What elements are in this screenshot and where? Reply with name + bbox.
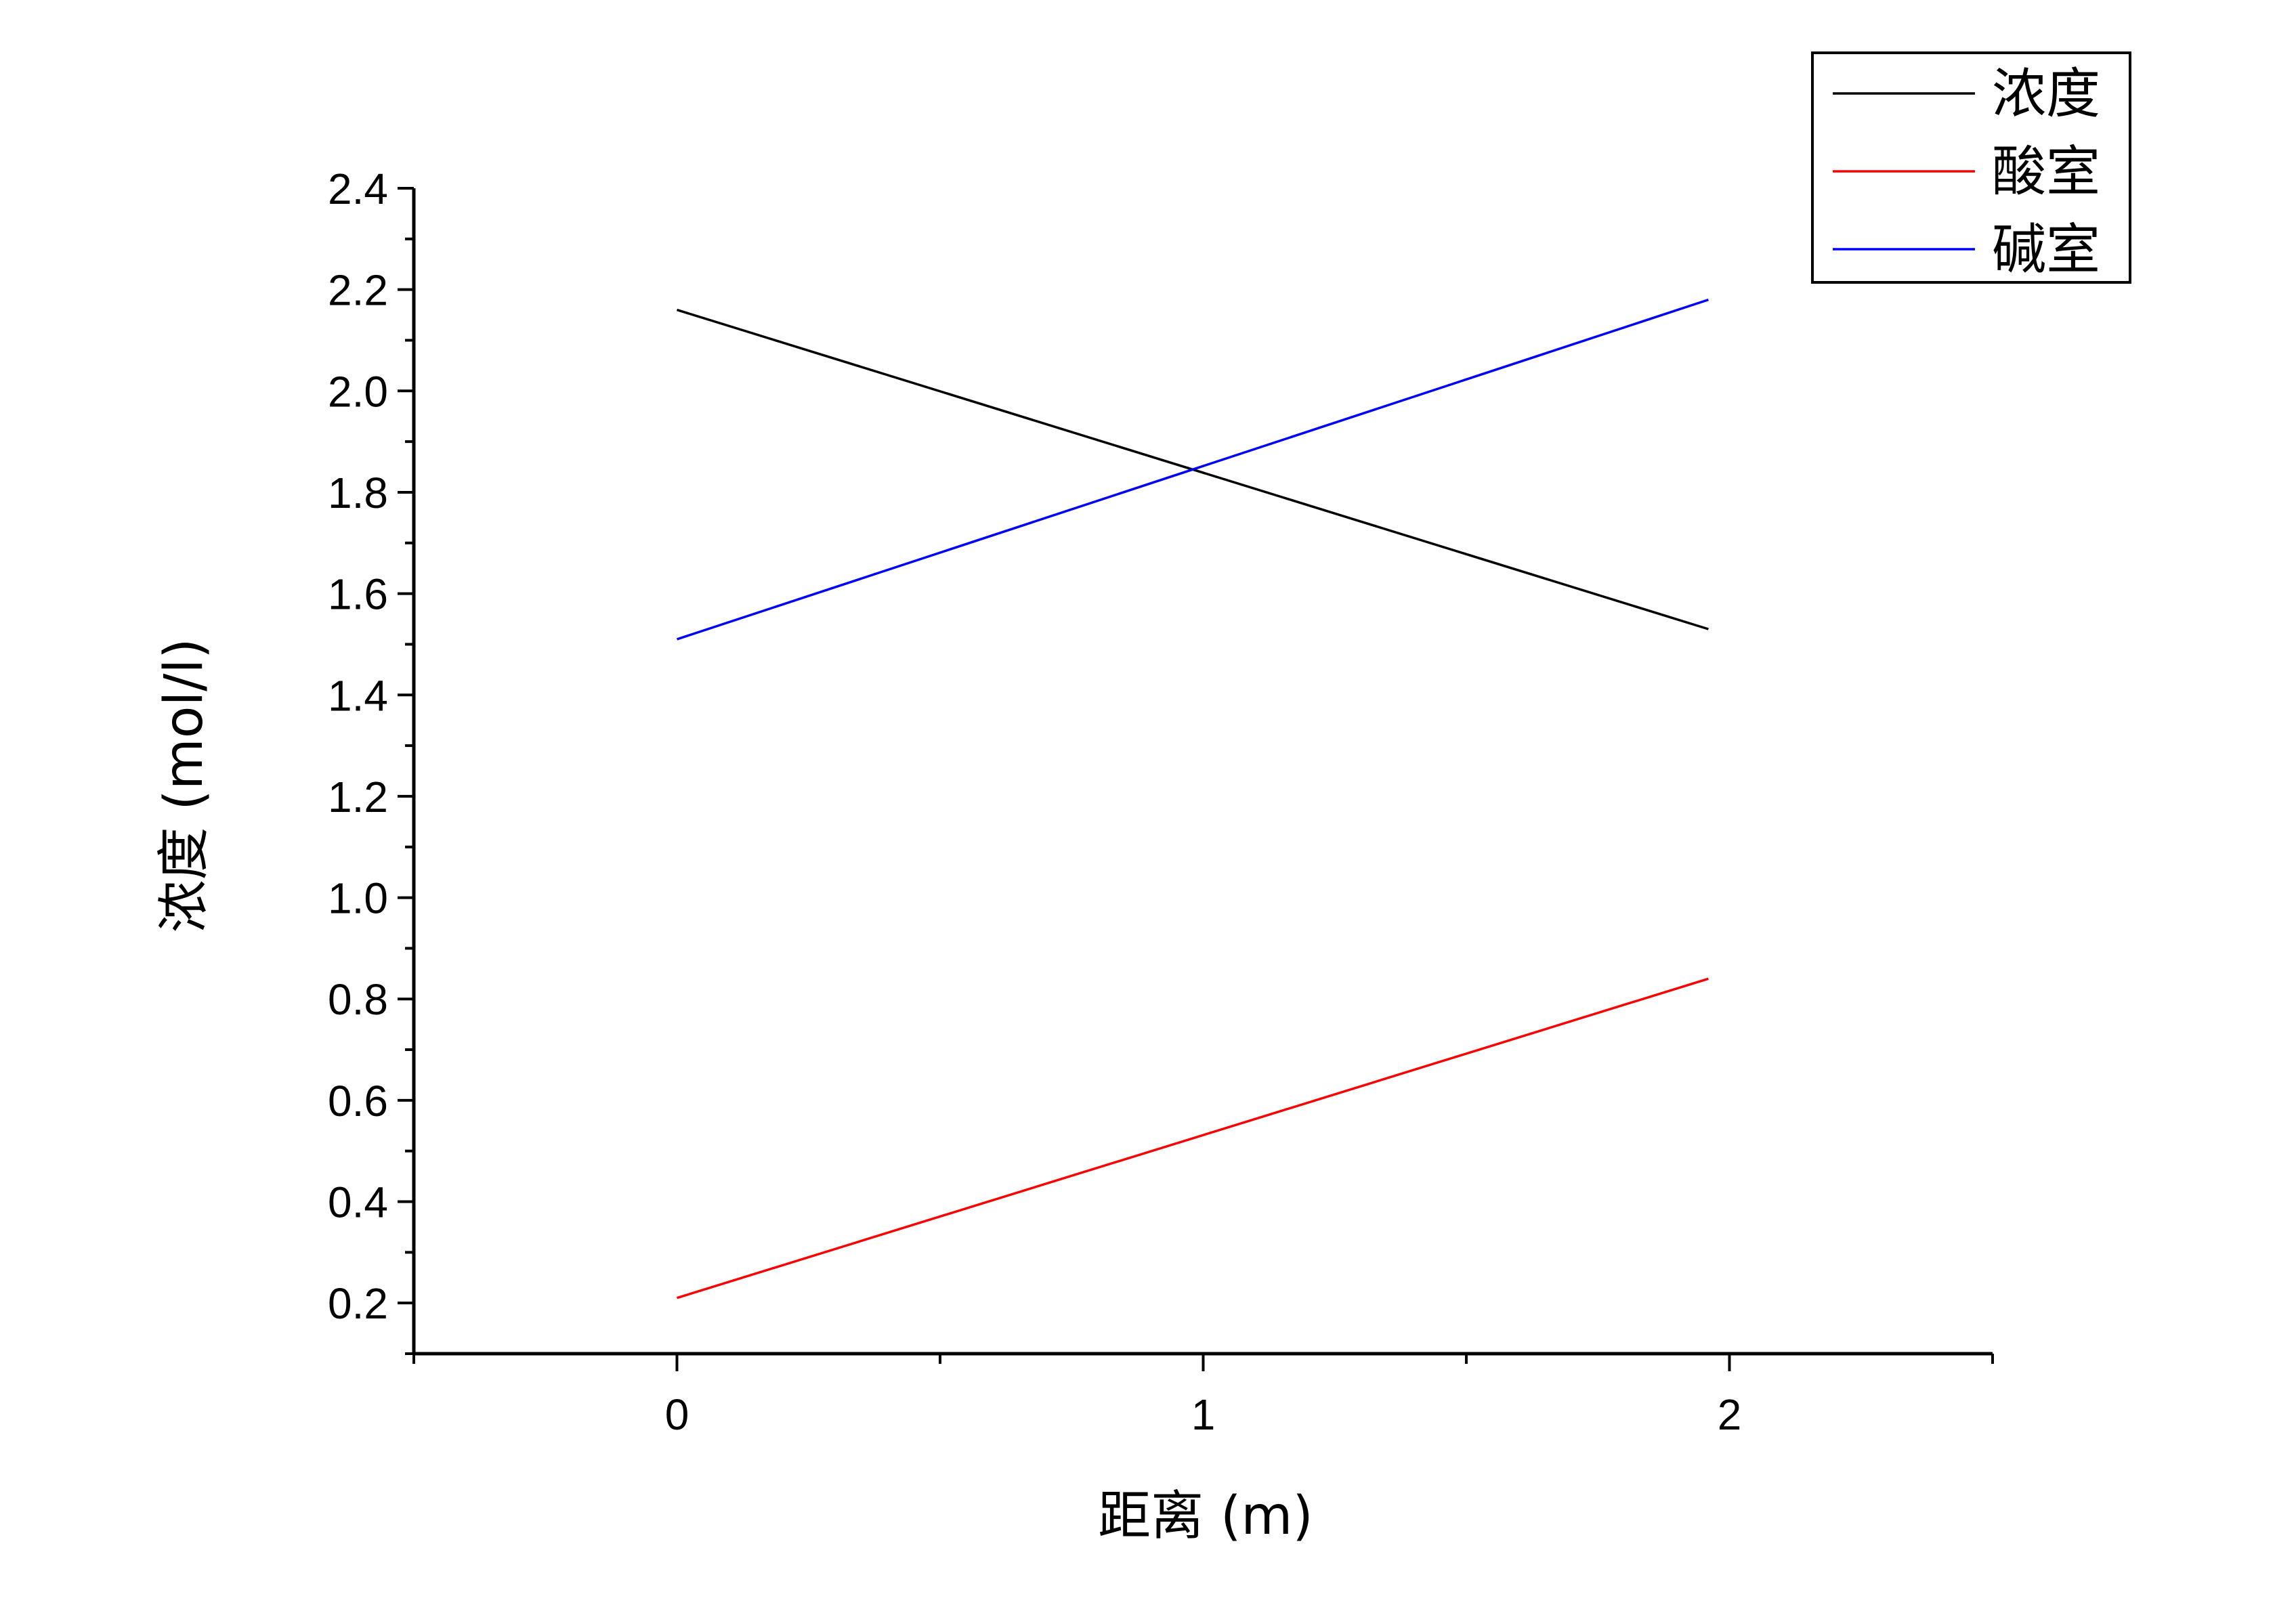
y-tick-label: 1.6 (328, 570, 388, 619)
series-line-2 (676, 977, 1709, 1299)
y-tick-label: 2.2 (328, 266, 388, 315)
y-tick-label: 2.4 (328, 165, 388, 213)
y-tick-label: 1.0 (328, 874, 388, 923)
series-layer (676, 298, 1709, 1299)
y-tick-label: 0.6 (328, 1077, 388, 1125)
y-axis-title: 浓度 (mol/l) (154, 639, 215, 933)
y-tick-label: 2.0 (328, 367, 388, 416)
x-tick-label: 2 (1718, 1390, 1742, 1439)
y-tick-label: 0.2 (328, 1279, 388, 1328)
y-tick-label: 1.2 (328, 773, 388, 821)
y-tick-label: 0.4 (328, 1178, 388, 1227)
legend-label: 酸室 (1992, 140, 2100, 203)
x-axis-title: 距离 (m) (1098, 1486, 1313, 1547)
y-tick-label: 1.4 (328, 671, 388, 720)
x-tick-label: 1 (1191, 1390, 1216, 1439)
y-tick-label: 1.8 (328, 469, 388, 517)
y-tick-label: 0.8 (328, 975, 388, 1024)
axes: 0.2 0.4 0.6 0.8 1.0 1.2 1.4 1.6 1.8 2.0 2.2 2.4 0 1 2 (328, 165, 1994, 1439)
x-tick-label: 0 (665, 1390, 689, 1439)
series-line-3 (676, 298, 1709, 641)
legend-label: 碱室 (1992, 218, 2100, 281)
legend-box (1811, 51, 2131, 284)
legend-label: 浓度 (1992, 62, 2100, 125)
